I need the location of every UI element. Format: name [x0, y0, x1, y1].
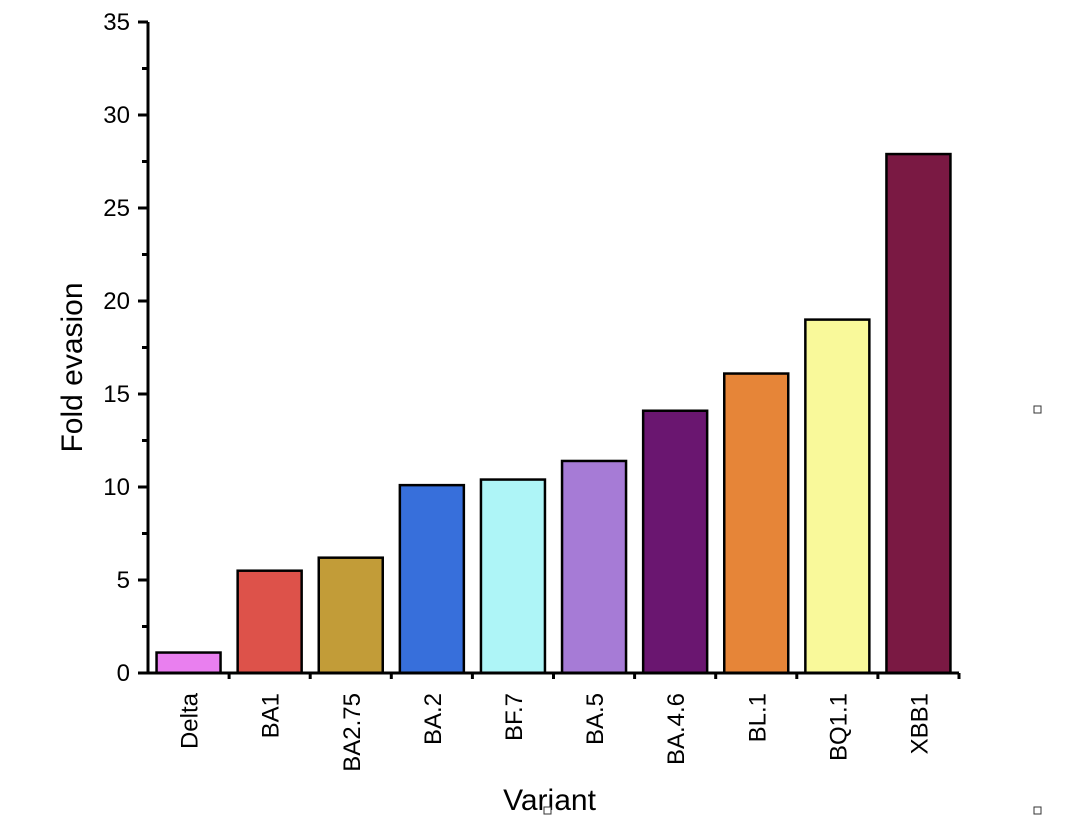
y-tick-label: 15 — [103, 381, 130, 408]
x-tick-label: Delta — [177, 692, 204, 749]
x-tick-label: XBB1 — [906, 693, 933, 754]
x-tick-label: BL.1 — [744, 693, 771, 742]
bar-bf-7 — [479, 478, 547, 675]
x-tick-labels-group: Delta BA1 BA2.75 BA.2 BF.7 BA.5 BA.4.6 BL.1 BQ1.… — [177, 673, 961, 772]
y-tick-label: 35 — [103, 9, 130, 36]
selection-handle[interactable] — [1033, 405, 1042, 414]
y-ticks-group: 0 5 10 15 20 25 30 35 — [103, 9, 148, 687]
bar-ba1 — [236, 569, 303, 675]
y-tick-label: 10 — [103, 474, 130, 501]
y-tick-label: 30 — [103, 102, 130, 129]
x-tick-label: BQ1.1 — [825, 693, 852, 761]
bar-bq1-1 — [804, 318, 871, 675]
y-axis-title: Fold evasion — [56, 282, 89, 452]
bar-delta — [155, 651, 222, 675]
x-tick-label: BA.5 — [582, 693, 609, 745]
bar-ba-5 — [560, 459, 628, 675]
x-tick-label: BA.2 — [420, 693, 447, 745]
y-tick-label: 0 — [117, 660, 130, 687]
x-tick-label: BA1 — [258, 693, 285, 738]
bar-ba-2 — [398, 483, 466, 675]
bar-ba-4-6 — [641, 409, 709, 675]
y-tick-label: 5 — [117, 567, 130, 594]
selection-handle[interactable] — [1033, 806, 1042, 815]
y-tick-label: 25 — [103, 195, 130, 222]
bar-xbb1 — [885, 152, 952, 675]
x-tick-label: BA2.75 — [339, 693, 366, 772]
bars-group — [155, 152, 952, 675]
bar-bl-1 — [723, 372, 790, 675]
x-tick-label: BF.7 — [501, 693, 528, 741]
y-tick-label: 20 — [103, 288, 130, 315]
x-tick-label: BA.4.6 — [663, 693, 690, 765]
bar-ba2-75 — [317, 556, 384, 675]
selection-handle[interactable] — [543, 806, 552, 815]
